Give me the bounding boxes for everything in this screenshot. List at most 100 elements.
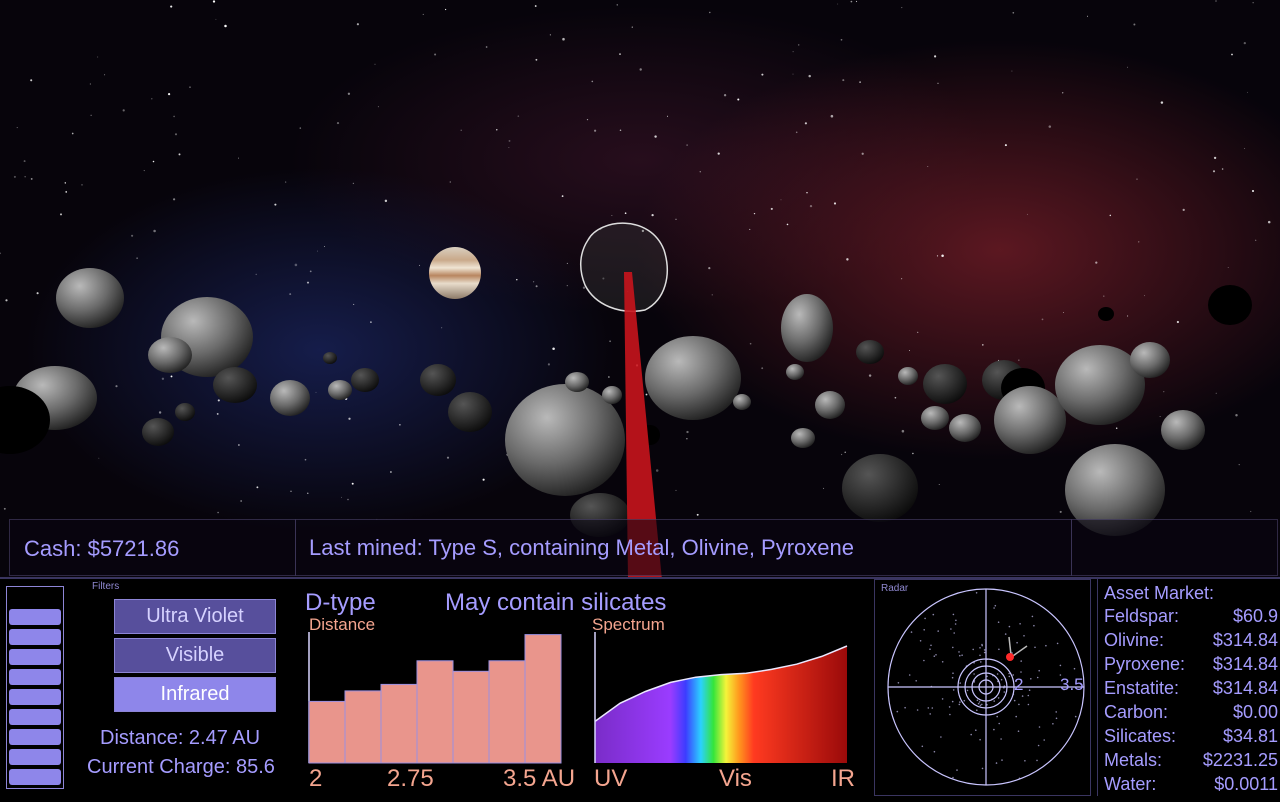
cash-label: Cash: $5721.86 [24, 536, 180, 561]
charge-cell [9, 689, 61, 705]
market-item-name: Carbon: [1104, 702, 1169, 722]
asteroid[interactable] [0, 386, 50, 454]
asteroid[interactable] [994, 386, 1066, 454]
asteroid[interactable] [1065, 444, 1165, 536]
radar-display [887, 588, 1085, 786]
market-row: Enstatite: $314.84 [1104, 678, 1278, 702]
asset-market-title: Asset Market: [1104, 583, 1215, 603]
charge-cell [9, 649, 61, 665]
filters-title: Filters [92, 581, 120, 592]
asteroid[interactable] [351, 368, 379, 392]
charge-cell [9, 729, 61, 745]
asteroid[interactable] [56, 268, 124, 328]
charge-cell [9, 589, 61, 605]
market-item-name: Pyroxene: [1104, 654, 1186, 674]
asteroid[interactable] [602, 386, 622, 404]
distance-tick-mid: 2.75 [387, 765, 434, 792]
last-mined-label: Last mined: Type S, containing Metal, Ol… [309, 535, 854, 560]
asteroid[interactable] [1055, 345, 1145, 425]
market-item-name: Feldspar: [1104, 606, 1180, 626]
asteroid[interactable] [733, 394, 751, 410]
market-item-price: $60.9 [1232, 606, 1278, 626]
charge-cell [9, 709, 61, 725]
radar-target-blip [1006, 653, 1014, 661]
asset-market-panel [1097, 579, 1280, 796]
spectrum-line [594, 645, 848, 723]
asteroid[interactable] [1130, 342, 1170, 378]
radar-ring-label-outer: 3.5 [1060, 675, 1084, 694]
asteroid[interactable] [856, 340, 884, 364]
asteroid[interactable] [270, 380, 310, 416]
cash-panel: Cash: $5721.86 [9, 519, 296, 576]
distance-tick-min: 2 [309, 765, 323, 792]
asteroid[interactable] [786, 364, 804, 380]
distance-bar [524, 634, 562, 764]
market-item-price: $34.81 [1222, 726, 1278, 746]
market-item-price: $314.84 [1212, 678, 1278, 698]
infrared-filter-button[interactable]: Infrared [114, 677, 276, 712]
asteroid[interactable] [148, 337, 192, 373]
spectrum-chart [594, 632, 848, 763]
ultra-violet-filter-button[interactable]: Ultra Violet [114, 599, 276, 634]
spectrum-tick-ir: IR [831, 765, 855, 792]
market-row: Carbon: $0.00 [1104, 702, 1278, 726]
market-item-price: $0.0011 [1214, 774, 1278, 794]
asteroid[interactable] [213, 367, 257, 403]
asteroid[interactable] [1161, 410, 1205, 450]
spectrum-tick-vis: Vis [719, 765, 752, 792]
distance-chart-title: Distance [309, 615, 376, 634]
asteroid[interactable] [923, 364, 967, 404]
market-item-price: $314.84 [1212, 630, 1278, 650]
market-row: Water: $0.0011 [1104, 774, 1278, 798]
market-row: Pyroxene: $314.84 [1104, 654, 1278, 678]
asteroid[interactable] [328, 380, 352, 400]
distance-bar [344, 690, 382, 764]
market-item-price: $0.00 [1232, 702, 1278, 722]
charge-meter [6, 586, 64, 789]
asteroid[interactable] [1098, 307, 1114, 321]
visible-filter-button[interactable]: Visible [114, 638, 276, 673]
asteroid[interactable] [142, 418, 174, 446]
charge-cell [9, 609, 61, 625]
asteroid[interactable] [505, 384, 625, 496]
asteroid-field[interactable] [0, 268, 1252, 537]
asteroid[interactable] [448, 392, 492, 432]
asteroid[interactable] [565, 372, 589, 392]
asteroid[interactable] [323, 352, 337, 364]
asteroid[interactable] [842, 454, 918, 522]
asteroid[interactable] [949, 414, 981, 442]
distance-bar [416, 660, 454, 764]
market-item-name: Metals: [1104, 750, 1163, 770]
asteroid[interactable] [791, 428, 815, 448]
asteroid-type-label: D-type [305, 589, 376, 616]
asteroid[interactable] [175, 403, 195, 421]
distance-chart [308, 632, 562, 764]
distance-tick-max: 3.5 AU [503, 765, 576, 792]
charge-readout: Current Charge: 85.6 [87, 756, 275, 778]
status-panel-empty [1071, 519, 1278, 576]
charge-cell [9, 669, 61, 685]
asteroid[interactable] [420, 364, 456, 396]
spectrum-area [595, 646, 847, 763]
asteroid[interactable] [1208, 285, 1252, 325]
distance-bar [452, 670, 490, 764]
spectrum-chart-title: Spectrum [592, 615, 665, 634]
distance-readout: Distance: 2.47 AU [100, 727, 261, 749]
market-item-price: $314.84 [1212, 654, 1278, 674]
asteroid[interactable] [815, 391, 845, 419]
charge-cell [9, 769, 61, 785]
asteroid[interactable] [645, 336, 741, 420]
charge-cell [9, 749, 61, 765]
market-item-name: Water: [1104, 774, 1157, 794]
distance-bar [308, 700, 346, 764]
asteroid[interactable] [898, 367, 918, 385]
asteroid[interactable] [921, 406, 949, 430]
radar-ring-label-inner: 2 [1014, 675, 1024, 694]
market-row: Feldspar: $60.9 [1104, 606, 1278, 630]
asteroid[interactable] [781, 294, 833, 362]
targeted-asteroid[interactable] [580, 222, 668, 312]
market-row: Silicates: $34.81 [1104, 726, 1278, 750]
radar-panel[interactable]: Radar 2 3.5 [874, 579, 1091, 796]
